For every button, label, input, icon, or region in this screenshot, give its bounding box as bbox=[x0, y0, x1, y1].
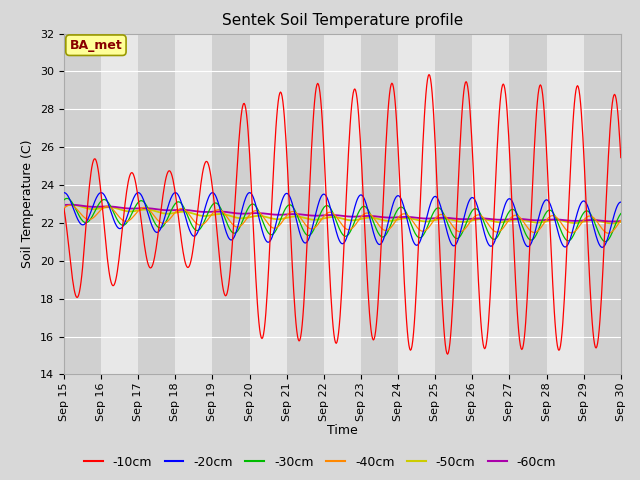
Title: Sentek Soil Temperature profile: Sentek Soil Temperature profile bbox=[222, 13, 463, 28]
-30cm bbox=[183, 211, 191, 217]
Line: -60cm: -60cm bbox=[64, 205, 621, 221]
Bar bbox=[584, 34, 621, 374]
Text: BA_met: BA_met bbox=[70, 39, 122, 52]
-50cm bbox=[68, 202, 76, 208]
Bar bbox=[472, 34, 509, 374]
-30cm bbox=[389, 217, 397, 223]
-50cm bbox=[183, 209, 191, 215]
-10cm bbox=[334, 336, 342, 341]
-20cm bbox=[388, 205, 396, 211]
-60cm bbox=[207, 209, 215, 215]
-30cm bbox=[444, 220, 451, 226]
-20cm bbox=[566, 237, 573, 243]
Bar bbox=[212, 34, 250, 374]
-10cm bbox=[60, 206, 68, 212]
-30cm bbox=[566, 237, 574, 242]
-20cm bbox=[206, 192, 214, 197]
-60cm bbox=[444, 215, 451, 221]
-50cm bbox=[566, 220, 574, 226]
Bar bbox=[361, 34, 398, 374]
-40cm bbox=[207, 213, 215, 218]
-60cm bbox=[183, 207, 191, 213]
-20cm bbox=[443, 228, 451, 234]
Line: -40cm: -40cm bbox=[64, 205, 621, 233]
-50cm bbox=[60, 203, 68, 209]
-50cm bbox=[617, 219, 625, 225]
-40cm bbox=[335, 217, 342, 223]
-20cm bbox=[60, 190, 68, 195]
-60cm bbox=[566, 218, 574, 224]
Bar bbox=[64, 34, 101, 374]
-30cm bbox=[63, 195, 71, 201]
-30cm bbox=[207, 204, 215, 210]
Line: -10cm: -10cm bbox=[64, 74, 621, 354]
Bar bbox=[138, 34, 175, 374]
-10cm bbox=[182, 263, 190, 268]
Bar bbox=[250, 34, 287, 374]
-10cm bbox=[617, 155, 625, 160]
Bar bbox=[287, 34, 324, 374]
Bar bbox=[324, 34, 361, 374]
-10cm bbox=[568, 149, 575, 155]
-10cm bbox=[425, 72, 433, 77]
-10cm bbox=[445, 350, 452, 356]
-40cm bbox=[444, 216, 451, 222]
-40cm bbox=[183, 209, 191, 215]
Line: -20cm: -20cm bbox=[64, 192, 621, 247]
-40cm bbox=[67, 202, 74, 208]
-50cm bbox=[444, 216, 451, 222]
Y-axis label: Soil Temperature (C): Soil Temperature (C) bbox=[22, 140, 35, 268]
-30cm bbox=[335, 224, 342, 229]
-30cm bbox=[602, 239, 609, 244]
Bar bbox=[101, 34, 138, 374]
-40cm bbox=[617, 218, 625, 224]
-50cm bbox=[389, 218, 397, 224]
Legend: -10cm, -20cm, -30cm, -40cm, -50cm, -60cm: -10cm, -20cm, -30cm, -40cm, -50cm, -60cm bbox=[79, 451, 561, 474]
Bar bbox=[435, 34, 472, 374]
-10cm bbox=[206, 169, 214, 175]
Line: -50cm: -50cm bbox=[64, 205, 621, 223]
-60cm bbox=[389, 215, 397, 220]
-40cm bbox=[566, 230, 574, 236]
-60cm bbox=[67, 202, 74, 208]
-60cm bbox=[609, 218, 616, 224]
-50cm bbox=[608, 220, 616, 226]
-40cm bbox=[389, 222, 397, 228]
Bar bbox=[175, 34, 212, 374]
Line: -30cm: -30cm bbox=[64, 198, 621, 241]
-10cm bbox=[388, 80, 396, 86]
-50cm bbox=[335, 215, 342, 221]
Bar bbox=[398, 34, 435, 374]
-20cm bbox=[598, 244, 606, 250]
-60cm bbox=[617, 218, 625, 224]
-20cm bbox=[334, 234, 342, 240]
-20cm bbox=[182, 216, 190, 222]
-40cm bbox=[60, 205, 68, 211]
-10cm bbox=[444, 351, 451, 357]
Bar bbox=[509, 34, 547, 374]
Bar bbox=[547, 34, 584, 374]
-60cm bbox=[335, 213, 342, 218]
-30cm bbox=[60, 197, 68, 203]
X-axis label: Time: Time bbox=[327, 423, 358, 437]
-30cm bbox=[617, 211, 625, 216]
-40cm bbox=[605, 230, 612, 236]
-60cm bbox=[60, 202, 68, 208]
-20cm bbox=[617, 199, 625, 205]
-50cm bbox=[207, 212, 215, 218]
